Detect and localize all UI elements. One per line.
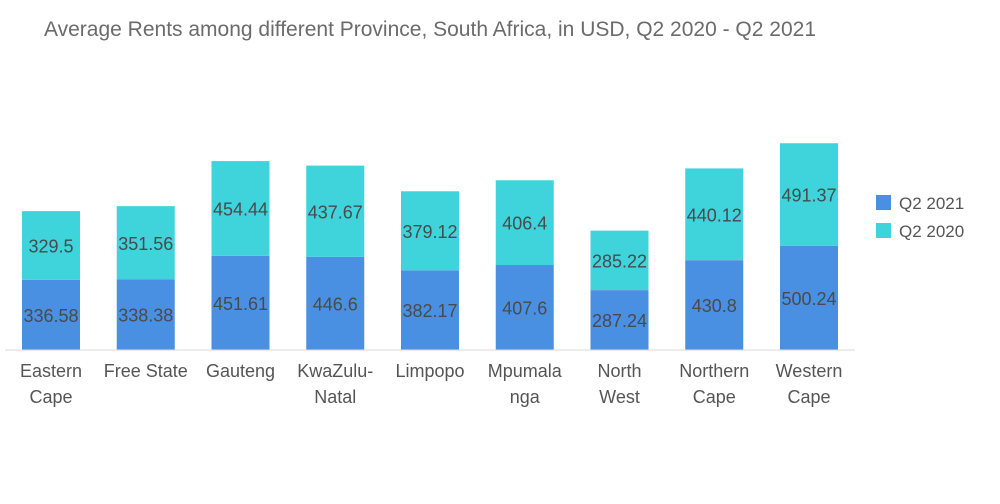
data-label-q2-2021-3: 446.6 bbox=[313, 294, 358, 314]
bar-q2-2021-8 bbox=[780, 245, 838, 350]
bar-q2-2020-1 bbox=[116, 206, 175, 280]
x-tick-label-4: Limpopo bbox=[395, 361, 464, 381]
data-label-q2-2020-6: 285.22 bbox=[592, 251, 647, 271]
bar-q2-2020-0 bbox=[22, 211, 80, 280]
data-label-q2-2021-2: 451.61 bbox=[213, 294, 268, 314]
x-tick-label-1: Free State bbox=[104, 361, 188, 381]
x-tick-label-2: Gauteng bbox=[206, 361, 275, 381]
x-tick-label-7-line1: Northern bbox=[679, 361, 749, 381]
data-label-q2-2020-3: 437.67 bbox=[308, 202, 363, 222]
bar-q2-2021-4 bbox=[401, 270, 459, 350]
x-tick-label-6-line1: North bbox=[597, 361, 641, 381]
x-tick-label-6-line2: West bbox=[599, 387, 640, 407]
data-label-q2-2021-6: 287.24 bbox=[592, 311, 647, 331]
bar-q2-2021-0 bbox=[22, 279, 80, 350]
chart-title: Average Rents among different Province, … bbox=[44, 18, 816, 41]
bar-q2-2020-5 bbox=[495, 180, 554, 266]
data-label-q2-2020-8: 491.37 bbox=[781, 185, 836, 205]
data-label-q2-2020-7: 440.12 bbox=[687, 205, 742, 225]
x-tick-label-0-line1: Eastern bbox=[20, 361, 82, 381]
bar-q2-2020-7 bbox=[685, 168, 744, 261]
data-label-q2-2021-5: 407.6 bbox=[502, 299, 547, 319]
x-tick-label-8-line2: Cape bbox=[787, 387, 830, 407]
data-label-q2-2021-0: 336.58 bbox=[23, 306, 78, 326]
bar-q2-2021-3 bbox=[306, 256, 365, 350]
x-tick-label-5-line1: Mpumala bbox=[488, 361, 563, 381]
bar-q2-2021-5 bbox=[495, 265, 554, 350]
bar-q2-2021-7 bbox=[685, 260, 744, 350]
x-tick-label-5-line2: nga bbox=[510, 387, 541, 407]
bar-q2-2021-2 bbox=[211, 255, 270, 350]
bar-q2-2021-1 bbox=[116, 279, 175, 350]
bar-q2-2021-6 bbox=[590, 290, 649, 350]
legend-swatch-1 bbox=[876, 223, 891, 238]
legend-label-1: Q2 2020 bbox=[899, 222, 964, 241]
data-label-q2-2020-0: 329.5 bbox=[28, 236, 73, 256]
bar-q2-2020-8 bbox=[780, 143, 838, 246]
data-label-q2-2020-4: 379.12 bbox=[402, 222, 457, 242]
x-tick-label-8-line1: Western bbox=[776, 361, 843, 381]
bar-q2-2020-2 bbox=[211, 161, 270, 256]
bar-q2-2020-6 bbox=[590, 230, 649, 291]
data-label-q2-2021-4: 382.17 bbox=[402, 301, 457, 321]
x-tick-label-7-line2: Cape bbox=[693, 387, 736, 407]
data-label-q2-2021-7: 430.8 bbox=[692, 296, 737, 316]
data-label-q2-2020-2: 454.44 bbox=[213, 199, 268, 219]
legend-label-0: Q2 2021 bbox=[899, 194, 964, 213]
x-tick-label-3-line1: KwaZulu- bbox=[297, 361, 373, 381]
x-tick-label-0-line2: Cape bbox=[29, 387, 72, 407]
bar-q2-2020-3 bbox=[306, 165, 365, 257]
bar-q2-2020-4 bbox=[401, 191, 459, 271]
legend-swatch-0 bbox=[876, 195, 891, 210]
x-tick-label-3-line2: Natal bbox=[314, 387, 356, 407]
data-label-q2-2020-1: 351.56 bbox=[118, 234, 173, 254]
data-label-q2-2021-8: 500.24 bbox=[781, 289, 836, 309]
data-label-q2-2021-1: 338.38 bbox=[118, 306, 173, 326]
data-label-q2-2020-5: 406.4 bbox=[502, 214, 547, 234]
